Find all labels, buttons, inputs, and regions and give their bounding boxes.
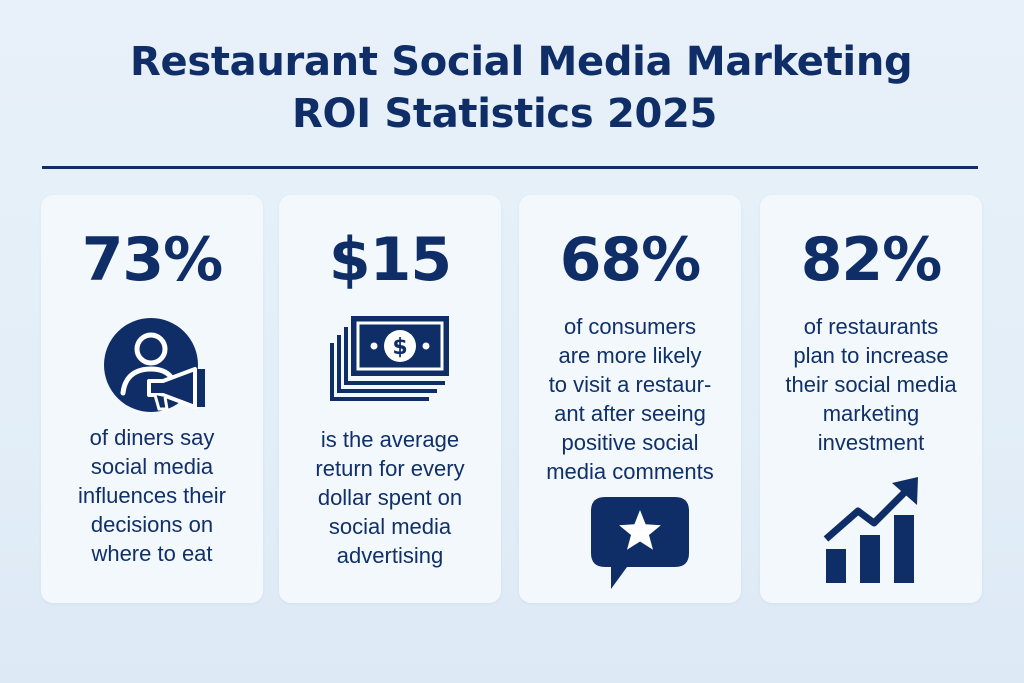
stat-card-diners: 73% of diners say social media influence… <box>41 195 263 603</box>
title-line-2: ROI Statistics 2025 <box>292 91 718 137</box>
person-megaphone-icon <box>104 318 205 412</box>
stat-value: 73% <box>81 225 224 295</box>
title-divider <box>42 166 978 169</box>
stat-description: is the average return for every dollar s… <box>315 427 465 568</box>
stat-description: of consumers are more likely to visit a … <box>546 314 714 484</box>
svg-text:$: $ <box>392 335 407 360</box>
star-chat-bubble-icon <box>591 497 689 589</box>
stat-card-restaurants: 82% of restaurants plan to increase thei… <box>760 195 982 603</box>
stat-value: 68% <box>559 225 702 295</box>
stat-description: of restaurants plan to increase their so… <box>785 314 957 455</box>
stat-value: 82% <box>800 225 943 295</box>
stat-card-return: $15 $ is the average return for every do… <box>279 195 501 603</box>
stat-card-consumers: 68% of consumers are more likely to visi… <box>519 195 741 603</box>
money-stack-icon: $ <box>330 316 449 401</box>
title-line-1: Restaurant Social Media Marketing <box>130 39 913 85</box>
stat-value: $15 <box>328 225 452 295</box>
stat-description: of diners say social media influences th… <box>78 425 226 566</box>
growth-bar-chart-icon <box>823 477 918 583</box>
